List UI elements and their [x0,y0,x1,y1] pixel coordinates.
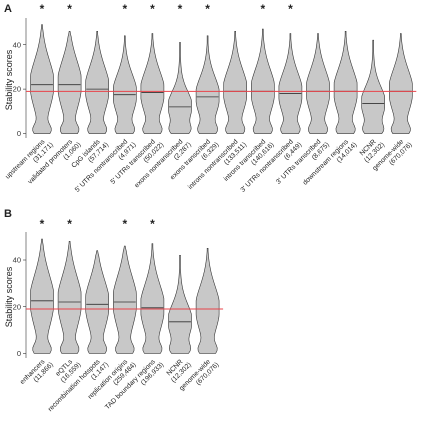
violin-shape [168,255,192,354]
violin-shape [278,33,303,134]
panel-a-label: A [4,3,12,15]
violin-shape [223,31,247,134]
violin-shape [333,31,358,134]
violin-shape [140,33,165,134]
panel-a-y-axis-label: Stability scores [4,49,14,110]
panel-b-label: B [4,208,12,220]
panel-b-x-tick-labels: enhancers(11,866) eQTLs(16,559)recombinat… [19,358,220,413]
panel-a-x-tick-labels: upstream regions(31,171)validated promot… [4,138,413,194]
violin-shape [57,31,82,134]
x-tick-label: genome-wide(670,076) [178,358,220,392]
y-tick-label: 20 [13,302,21,311]
y-tick-label: 20 [13,85,21,94]
panel-a-y-ticks: 0 20 40 [13,40,26,138]
violin-shape [30,238,54,354]
panel-b-y-ticks: 0 20 40 [13,256,26,358]
significance-star: * [122,2,127,16]
significance-star: * [67,217,72,231]
significance-star: * [40,2,45,16]
violin-shape [85,31,109,134]
violin-shape [30,24,54,134]
violin-shape [113,35,137,134]
x-tick-label: genome-wide(670,076) [371,138,413,172]
x-tick-label: downstream regions(14,014) [302,138,359,187]
significance-star: * [260,2,265,16]
panel-a: A Stability scores 0 20 40 * * * * * * * * upstre… [4,2,417,194]
x-tick-label: enhancers(11,866) [19,358,55,386]
violin-shape [389,33,413,134]
y-tick-label: 0 [17,129,21,138]
violin-shape [306,33,330,134]
significance-star: * [205,2,210,16]
violin-shape [251,28,275,134]
violin-shape [113,245,137,354]
significance-star: * [40,217,45,231]
significance-star: * [67,2,72,16]
significance-star: * [122,217,127,231]
panel-a-violins: * * * * * * * * [30,2,413,134]
significance-star: * [178,2,183,16]
violin-shape [140,243,165,354]
violin-shape [57,241,82,354]
panel-b: B Stability scores 0 20 40 * * * * enhancers(… [4,208,224,413]
panel-b-violins: * * * * [30,217,220,354]
y-tick-label: 40 [13,40,21,49]
panel-b-y-axis-label: Stability scores [4,266,14,327]
violin-shape [168,42,192,134]
y-tick-label: 40 [13,256,21,265]
significance-star: * [150,2,155,16]
violin-shape [195,248,220,354]
significance-star: * [288,2,293,16]
significance-star: * [150,217,155,231]
violin-shape [85,250,109,354]
violin-shape [361,39,385,134]
y-tick-label: 0 [17,349,21,358]
violin-shape [195,35,220,134]
